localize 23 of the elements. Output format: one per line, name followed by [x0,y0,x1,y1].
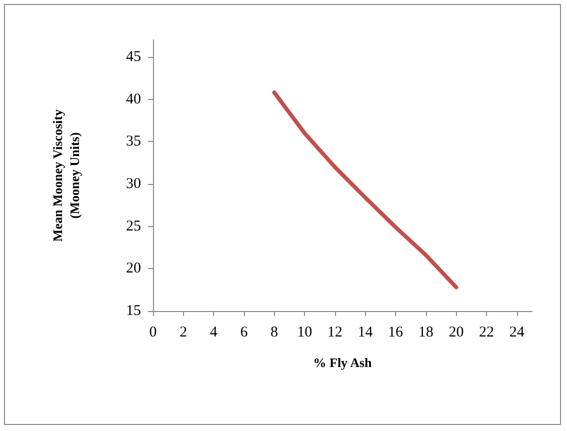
line-series [272,90,458,290]
x-tick-label: 16 [388,324,404,340]
x-tick-label: 4 [210,324,218,340]
x-tick-label: 10 [297,324,312,340]
y-tick-label: 45 [126,48,141,65]
y-tick-label: 40 [126,91,141,108]
y-tick-label: 20 [126,260,141,277]
x-tick-label: 12 [327,324,342,340]
x-tick-label: 8 [270,324,278,340]
y-tick-label: 35 [126,134,141,150]
x-tick-label: 24 [509,324,525,340]
y-tick-label: 30 [126,176,141,192]
x-tick-label: 18 [418,324,434,340]
x-axis-title: % Fly Ash [313,355,373,370]
x-tick-label: 22 [479,324,494,340]
x-tick-label: 0 [149,324,157,340]
y-axis-title: Mean Mooney Viscosity (Mooney Units) [50,108,82,242]
x-tick-label: 20 [448,324,464,340]
x-tick-label: 6 [240,324,248,340]
x-tick-label: 2 [180,324,188,340]
y-tick-label: 25 [126,218,141,234]
x-tick-label: 14 [358,324,374,340]
y-tick-label: 15 [126,303,141,319]
